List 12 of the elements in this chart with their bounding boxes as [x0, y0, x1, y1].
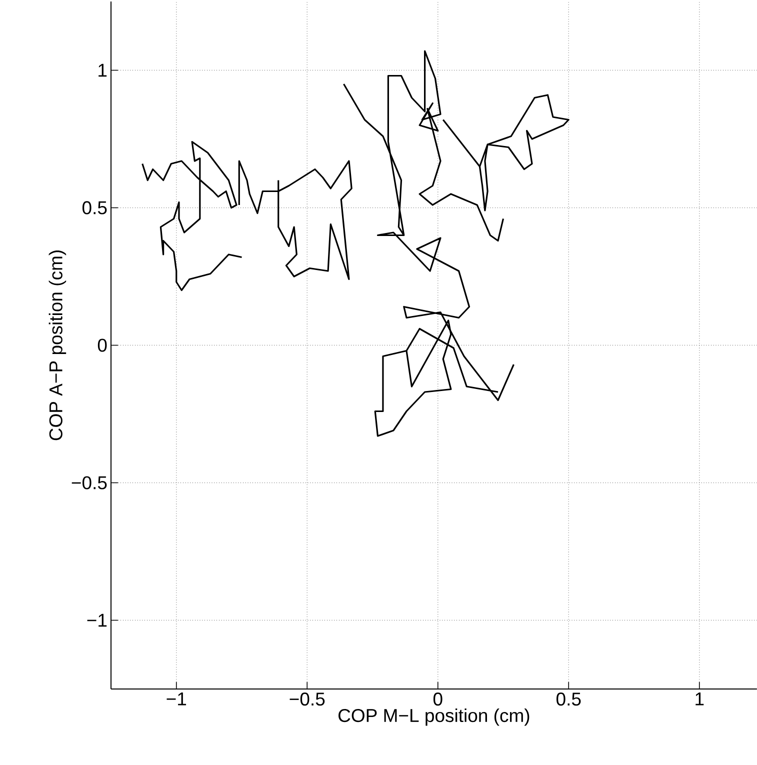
y-tick-label: 1 [98, 64, 107, 77]
x-axis-title: COP M−L position (cm) [338, 708, 530, 726]
x-tick-label: 1 [696, 692, 704, 706]
x-tick-label: 0.5 [556, 692, 581, 706]
y-tick-label: −1 [87, 614, 107, 627]
y-tick-label: 0 [98, 338, 107, 352]
x-tick-label: −1 [166, 692, 186, 706]
x-tick-label: 0 [433, 692, 442, 706]
y-axis-title: COP A−P position (cm) [48, 250, 66, 440]
x-tick-label: −0.5 [290, 692, 325, 706]
y-tick-label: −0.5 [72, 476, 107, 490]
y-tick-label: 0.5 [82, 201, 107, 214]
